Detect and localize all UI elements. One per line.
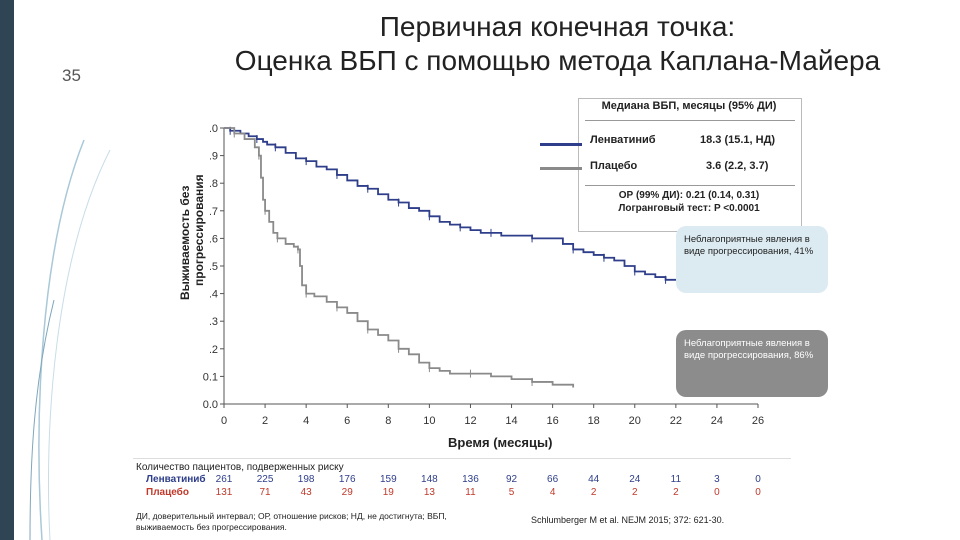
risk-table-title: Количество пациентов, подверженных риску <box>136 462 344 473</box>
x-tick-label: 14 <box>505 415 517 427</box>
risk-value-lenvatinib: 11 <box>670 474 682 485</box>
risk-value-lenvatinib: 225 <box>256 474 274 485</box>
risk-value-lenvatinib: 261 <box>215 474 233 485</box>
risk-value-placebo: 11 <box>465 487 476 498</box>
risk-value-lenvatinib: 148 <box>421 474 438 485</box>
risk-value-lenvatinib: 176 <box>338 474 356 485</box>
risk-value-placebo: 71 <box>259 487 271 498</box>
x-tick-label: 18 <box>588 415 600 427</box>
decorative-lines <box>29 139 111 540</box>
risk-value-placebo: 2 <box>590 487 597 498</box>
risk-value-placebo: 43 <box>300 487 312 498</box>
left-accent-bar <box>0 0 14 540</box>
risk-value-lenvatinib: 92 <box>505 474 518 485</box>
legend-divider <box>585 120 795 121</box>
risk-value-placebo: 0 <box>755 487 761 498</box>
legend-value-placebo: 3.6 (2.2, 3.7) <box>706 160 769 172</box>
risk-label-placebo: Плацебо <box>146 487 189 498</box>
citation: Schlumberger M et al. NEJM 2015; 372: 62… <box>531 515 725 525</box>
footnote: ДИ, доверительный интервал; ОР, отношени… <box>136 511 447 532</box>
x-tick-label: 8 <box>385 415 391 427</box>
legend-value-lenvatinib: 18.3 (15.1, НД) <box>700 134 776 146</box>
series-line-placebo <box>224 127 575 388</box>
legend-line-placebo <box>540 167 582 170</box>
x-tick-label: 24 <box>711 415 723 427</box>
risk-value-lenvatinib: 3 <box>714 474 720 485</box>
risk-value-placebo: 2 <box>631 487 638 498</box>
y-tick-label: 0.0 <box>203 399 218 411</box>
risk-value-placebo: 13 <box>423 487 435 498</box>
risk-value-lenvatinib: 159 <box>379 474 397 485</box>
x-tick-label: 22 <box>670 415 682 427</box>
adverse-events-placebo: Неблагоприятные явления в виде прогресси… <box>676 330 828 397</box>
slide-title: Первичная конечная точка: Оценка ВБП с п… <box>180 10 935 78</box>
y-axis-label: Выживаемость без прогрессирования <box>178 174 206 300</box>
legend-divider-2 <box>585 185 795 186</box>
x-tick-label: 6 <box>344 415 350 427</box>
y-axis-label-line-1: Выживаемость без <box>178 185 192 300</box>
x-tick-label: 4 <box>303 415 309 427</box>
x-tick-label: 26 <box>752 415 764 427</box>
legend-name-placebo: Плацебо <box>590 160 638 172</box>
y-axis-label-line-2: прогрессирования <box>192 174 206 286</box>
risk-value-placebo: 131 <box>215 487 233 498</box>
x-tick-label: 0 <box>221 415 227 427</box>
risk-value-lenvatinib: 0 <box>755 474 761 485</box>
legend-header: Медиана ВБП, месяцы (95% ДИ) <box>601 100 777 112</box>
hazard-ratio-text: ОР (99% ДИ): 0.21 (0.14, 0.31) Логрангов… <box>578 189 800 215</box>
risk-value-placebo: 2 <box>673 487 679 498</box>
title-line-1: Первичная конечная точка: <box>379 11 736 42</box>
risk-value-lenvatinib: 44 <box>588 474 600 485</box>
risk-value-placebo: 4 <box>549 487 556 498</box>
y-axis-label-box <box>170 118 210 354</box>
title-line-2: Оценка ВБП с помощью метода Каплана-Майе… <box>234 45 881 76</box>
logrank-line: Логранговый тест: P <0.0001 <box>618 203 760 214</box>
risk-table <box>133 458 791 502</box>
x-axis-label: Время (месяцы) <box>446 435 555 450</box>
legend-name-lenvatinib: Ленватиниб <box>590 134 656 146</box>
x-tick-label: 16 <box>546 415 558 427</box>
risk-value-placebo: 0 <box>714 487 720 498</box>
risk-value-lenvatinib: 66 <box>547 474 559 485</box>
legend-line-lenvatinib <box>540 143 582 146</box>
x-tick-label: 12 <box>464 415 476 427</box>
x-tick-label: 20 <box>629 415 641 427</box>
risk-value-lenvatinib: 24 <box>629 474 641 485</box>
risk-value-placebo: 19 <box>382 487 394 498</box>
risk-label-lenvatinib: Ленватиниб <box>146 474 206 485</box>
risk-value-lenvatinib: 136 <box>462 474 479 485</box>
risk-value-placebo: 5 <box>508 487 515 498</box>
y-tick-label: 0.1 <box>203 371 218 383</box>
adverse-events-lenvatinib: Неблагоприятные явления в виде прогресси… <box>676 226 828 293</box>
hazard-ratio-line: ОР (99% ДИ): 0.21 (0.14, 0.31) <box>618 190 760 201</box>
risk-value-lenvatinib: 198 <box>297 474 315 485</box>
risk-value-placebo: 29 <box>341 487 353 498</box>
slide-number: 35 <box>62 66 81 85</box>
x-tick-label: 10 <box>423 415 435 427</box>
x-tick-label: 2 <box>262 415 268 427</box>
